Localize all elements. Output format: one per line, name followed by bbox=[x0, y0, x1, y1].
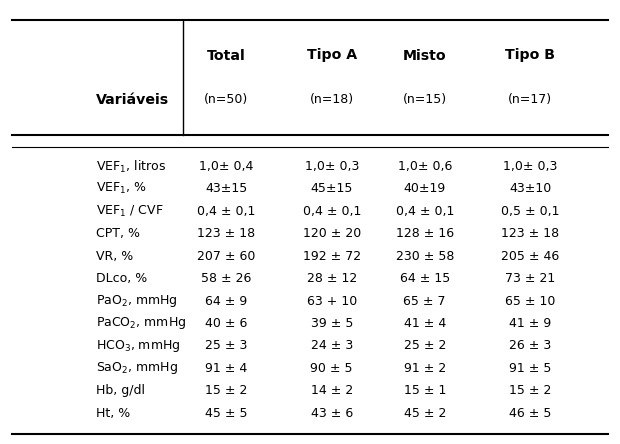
Text: 24 ± 3: 24 ± 3 bbox=[311, 339, 353, 353]
Text: 90 ± 5: 90 ± 5 bbox=[311, 362, 353, 375]
Text: 1,0± 0,3: 1,0± 0,3 bbox=[304, 160, 359, 173]
Text: 45 ± 2: 45 ± 2 bbox=[404, 407, 446, 420]
Text: PaO$_2$, mmHg: PaO$_2$, mmHg bbox=[96, 293, 178, 309]
Text: 26 ± 3: 26 ± 3 bbox=[509, 339, 551, 353]
Text: (n=18): (n=18) bbox=[309, 93, 354, 107]
Text: 1,0± 0,3: 1,0± 0,3 bbox=[503, 160, 557, 173]
Text: 128 ± 16: 128 ± 16 bbox=[396, 227, 454, 240]
Text: 41 ± 9: 41 ± 9 bbox=[509, 317, 551, 330]
Text: Misto: Misto bbox=[403, 48, 446, 63]
Text: 73 ± 21: 73 ± 21 bbox=[505, 272, 556, 285]
Text: 0,4 ± 0,1: 0,4 ± 0,1 bbox=[303, 205, 361, 218]
Text: 120 ± 20: 120 ± 20 bbox=[303, 227, 361, 240]
Text: 39 ± 5: 39 ± 5 bbox=[311, 317, 353, 330]
Text: 45±15: 45±15 bbox=[311, 182, 353, 195]
Text: 0,4 ± 0,1: 0,4 ± 0,1 bbox=[197, 205, 255, 218]
Text: Ht, %: Ht, % bbox=[96, 407, 130, 420]
Text: 15 ± 1: 15 ± 1 bbox=[404, 384, 446, 397]
Text: (n=50): (n=50) bbox=[204, 93, 249, 107]
Text: 41 ± 4: 41 ± 4 bbox=[404, 317, 446, 330]
Text: HCO$_3$, mmHg: HCO$_3$, mmHg bbox=[96, 338, 180, 354]
Text: VEF$_1$, litros: VEF$_1$, litros bbox=[96, 159, 166, 174]
Text: CPT, %: CPT, % bbox=[96, 227, 140, 240]
Text: 1,0± 0,6: 1,0± 0,6 bbox=[397, 160, 452, 173]
Text: VEF$_1$, %: VEF$_1$, % bbox=[96, 181, 147, 197]
Text: 14 ± 2: 14 ± 2 bbox=[311, 384, 353, 397]
Text: 0,4 ± 0,1: 0,4 ± 0,1 bbox=[396, 205, 454, 218]
Text: 192 ± 72: 192 ± 72 bbox=[303, 250, 361, 263]
Text: 28 ± 12: 28 ± 12 bbox=[306, 272, 357, 285]
Text: 64 ± 9: 64 ± 9 bbox=[205, 294, 247, 308]
Text: 91 ± 4: 91 ± 4 bbox=[205, 362, 247, 375]
Text: 40±19: 40±19 bbox=[404, 182, 446, 195]
Text: 64 ± 15: 64 ± 15 bbox=[399, 272, 450, 285]
Text: (n=17): (n=17) bbox=[508, 93, 552, 107]
Text: 205 ± 46: 205 ± 46 bbox=[501, 250, 559, 263]
Text: 40 ± 6: 40 ± 6 bbox=[205, 317, 247, 330]
Text: (n=15): (n=15) bbox=[402, 93, 447, 107]
Text: 207 ± 60: 207 ± 60 bbox=[197, 250, 255, 263]
Text: Total: Total bbox=[207, 48, 246, 63]
Text: Hb, g/dl: Hb, g/dl bbox=[96, 384, 145, 397]
Text: Tipo A: Tipo A bbox=[307, 48, 356, 63]
Text: 123 ± 18: 123 ± 18 bbox=[501, 227, 559, 240]
Text: 15 ± 2: 15 ± 2 bbox=[205, 384, 247, 397]
Text: Variáveis: Variáveis bbox=[96, 93, 169, 107]
Text: 123 ± 18: 123 ± 18 bbox=[197, 227, 255, 240]
Text: 43±15: 43±15 bbox=[205, 182, 247, 195]
Text: 25 ± 3: 25 ± 3 bbox=[205, 339, 247, 353]
Text: PaCO$_2$, mmHg: PaCO$_2$, mmHg bbox=[96, 315, 187, 332]
Text: Tipo B: Tipo B bbox=[505, 48, 555, 63]
Text: 91 ± 2: 91 ± 2 bbox=[404, 362, 446, 375]
Text: 230 ± 58: 230 ± 58 bbox=[396, 250, 454, 263]
Text: 25 ± 2: 25 ± 2 bbox=[404, 339, 446, 353]
Text: VEF$_1$ / CVF: VEF$_1$ / CVF bbox=[96, 204, 164, 219]
Text: DLco, %: DLco, % bbox=[96, 272, 148, 285]
Text: VR, %: VR, % bbox=[96, 250, 133, 263]
Text: 0,5 ± 0,1: 0,5 ± 0,1 bbox=[501, 205, 559, 218]
Text: 46 ± 5: 46 ± 5 bbox=[509, 407, 551, 420]
Text: 65 ± 7: 65 ± 7 bbox=[404, 294, 446, 308]
Text: 43 ± 6: 43 ± 6 bbox=[311, 407, 353, 420]
Text: 58 ± 26: 58 ± 26 bbox=[201, 272, 252, 285]
Text: 91 ± 5: 91 ± 5 bbox=[509, 362, 551, 375]
Text: 15 ± 2: 15 ± 2 bbox=[509, 384, 551, 397]
Text: SaO$_2$, mmHg: SaO$_2$, mmHg bbox=[96, 360, 178, 377]
Text: 45 ± 5: 45 ± 5 bbox=[205, 407, 247, 420]
Text: 63 + 10: 63 + 10 bbox=[306, 294, 357, 308]
Text: 65 ± 10: 65 ± 10 bbox=[505, 294, 556, 308]
Text: 43±10: 43±10 bbox=[509, 182, 551, 195]
Text: 1,0± 0,4: 1,0± 0,4 bbox=[199, 160, 254, 173]
